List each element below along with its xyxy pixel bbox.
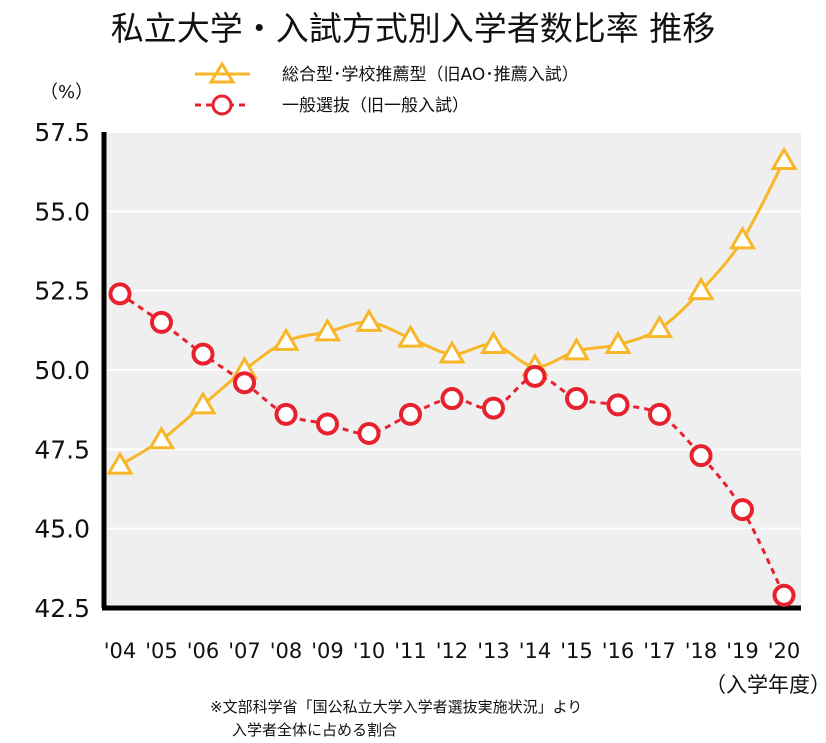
data-point-circle — [606, 393, 630, 417]
x-tick-label: '06 — [187, 639, 220, 663]
gridlines — [104, 131, 801, 530]
data-point-circle — [523, 364, 547, 388]
legend-item-series-1: 総合型･学校推薦型（旧AO･推薦入試） — [195, 61, 579, 85]
x-tick-label: '11 — [394, 639, 427, 663]
data-point-triangle — [272, 327, 300, 351]
data-point-triangle — [106, 451, 134, 475]
y-axis-unit-label: （%） — [40, 82, 93, 103]
y-axis-ticks: 42.5 45.0 47.5 50.0 52.5 55.0 57.5 — [34, 118, 90, 623]
data-point-triangle — [396, 324, 425, 348]
data-point-triangle — [355, 308, 383, 332]
data-point-triangle — [189, 390, 217, 415]
x-tick-label: '09 — [311, 639, 344, 663]
x-tick-label: '10 — [353, 639, 386, 663]
x-tick-label: '17 — [643, 639, 676, 663]
data-point-circle — [648, 402, 671, 426]
y-tick-label: 42.5 — [34, 594, 90, 623]
data-point-circle — [191, 342, 215, 366]
y-tick-label: 57.5 — [34, 118, 90, 147]
data-point-circle — [731, 498, 754, 522]
data-point-triangle — [438, 340, 466, 364]
data-point-triangle — [562, 336, 591, 361]
y-tick-label: 52.5 — [34, 277, 90, 306]
legend: 総合型･学校推薦型（旧AO･推薦入試） 一般選抜（旧一般入試） — [195, 61, 579, 116]
data-point-circle — [108, 282, 132, 306]
x-axis-label: （入学年度） — [705, 673, 826, 697]
x-tick-label: '08 — [270, 639, 303, 663]
x-tick-label: '15 — [560, 639, 593, 663]
data-point-circle — [357, 421, 381, 445]
data-point-circle — [150, 310, 173, 334]
data-point-circle — [399, 402, 422, 426]
y-tick-label: 47.5 — [34, 435, 90, 464]
data-point-triangle — [147, 425, 176, 450]
x-tick-label: '18 — [685, 639, 718, 663]
data-point-circle — [772, 583, 796, 607]
data-point-triangle — [479, 330, 508, 355]
legend-label-series-2: 一般選抜（旧一般入試） — [282, 96, 469, 116]
y-tick-label: 55.0 — [34, 197, 90, 226]
legend-label-series-1: 総合型･学校推薦型（旧AO･推薦入試） — [282, 65, 579, 85]
data-point-circle — [482, 396, 505, 420]
data-point-circle — [565, 387, 588, 411]
x-tick-label: '04 — [104, 639, 137, 663]
data-point-triangle — [728, 225, 757, 250]
data-point-triangle — [313, 317, 342, 342]
y-tick-label: 45.0 — [34, 515, 90, 544]
x-tick-label: '20 — [768, 639, 801, 663]
data-point-circle — [440, 387, 464, 411]
data-point-triangle — [645, 314, 674, 339]
x-tick-label: '07 — [228, 639, 261, 663]
data-point-circle — [689, 444, 713, 468]
x-tick-label: '19 — [726, 639, 759, 663]
data-point-triangle — [687, 276, 715, 301]
x-tick-label: '16 — [602, 639, 635, 663]
data-point-triangle — [770, 146, 798, 170]
chart-title: 私立大学・入試方式別入学者数比率 推移 — [111, 9, 716, 48]
series-layer — [106, 146, 798, 607]
legend-marker-triangle — [208, 61, 236, 84]
data-point-circle — [274, 402, 298, 426]
data-point-circle — [316, 412, 339, 436]
data-point-circle — [233, 371, 256, 395]
legend-marker-circle — [211, 94, 233, 116]
x-tick-label: '14 — [519, 639, 552, 663]
legend-item-series-2: 一般選抜（旧一般入試） — [195, 94, 469, 116]
data-point-triangle — [604, 330, 632, 355]
x-tick-label: '05 — [145, 639, 178, 663]
x-axis-ticks: '04 '05 '06 '07 '08 '09 '10 '11 '12 '13 '14 '15 '16 '… — [104, 639, 801, 663]
x-tick-label: '13 — [477, 639, 510, 663]
source-note-line-1: ※文部科学省「国公私立大学入学者選抜実施状況」より — [210, 698, 582, 716]
y-tick-label: 50.0 — [34, 356, 90, 385]
x-tick-label: '12 — [436, 639, 469, 663]
source-note-line-2: 入学者全体に占める割合 — [232, 721, 397, 739]
series-2 — [108, 282, 796, 607]
